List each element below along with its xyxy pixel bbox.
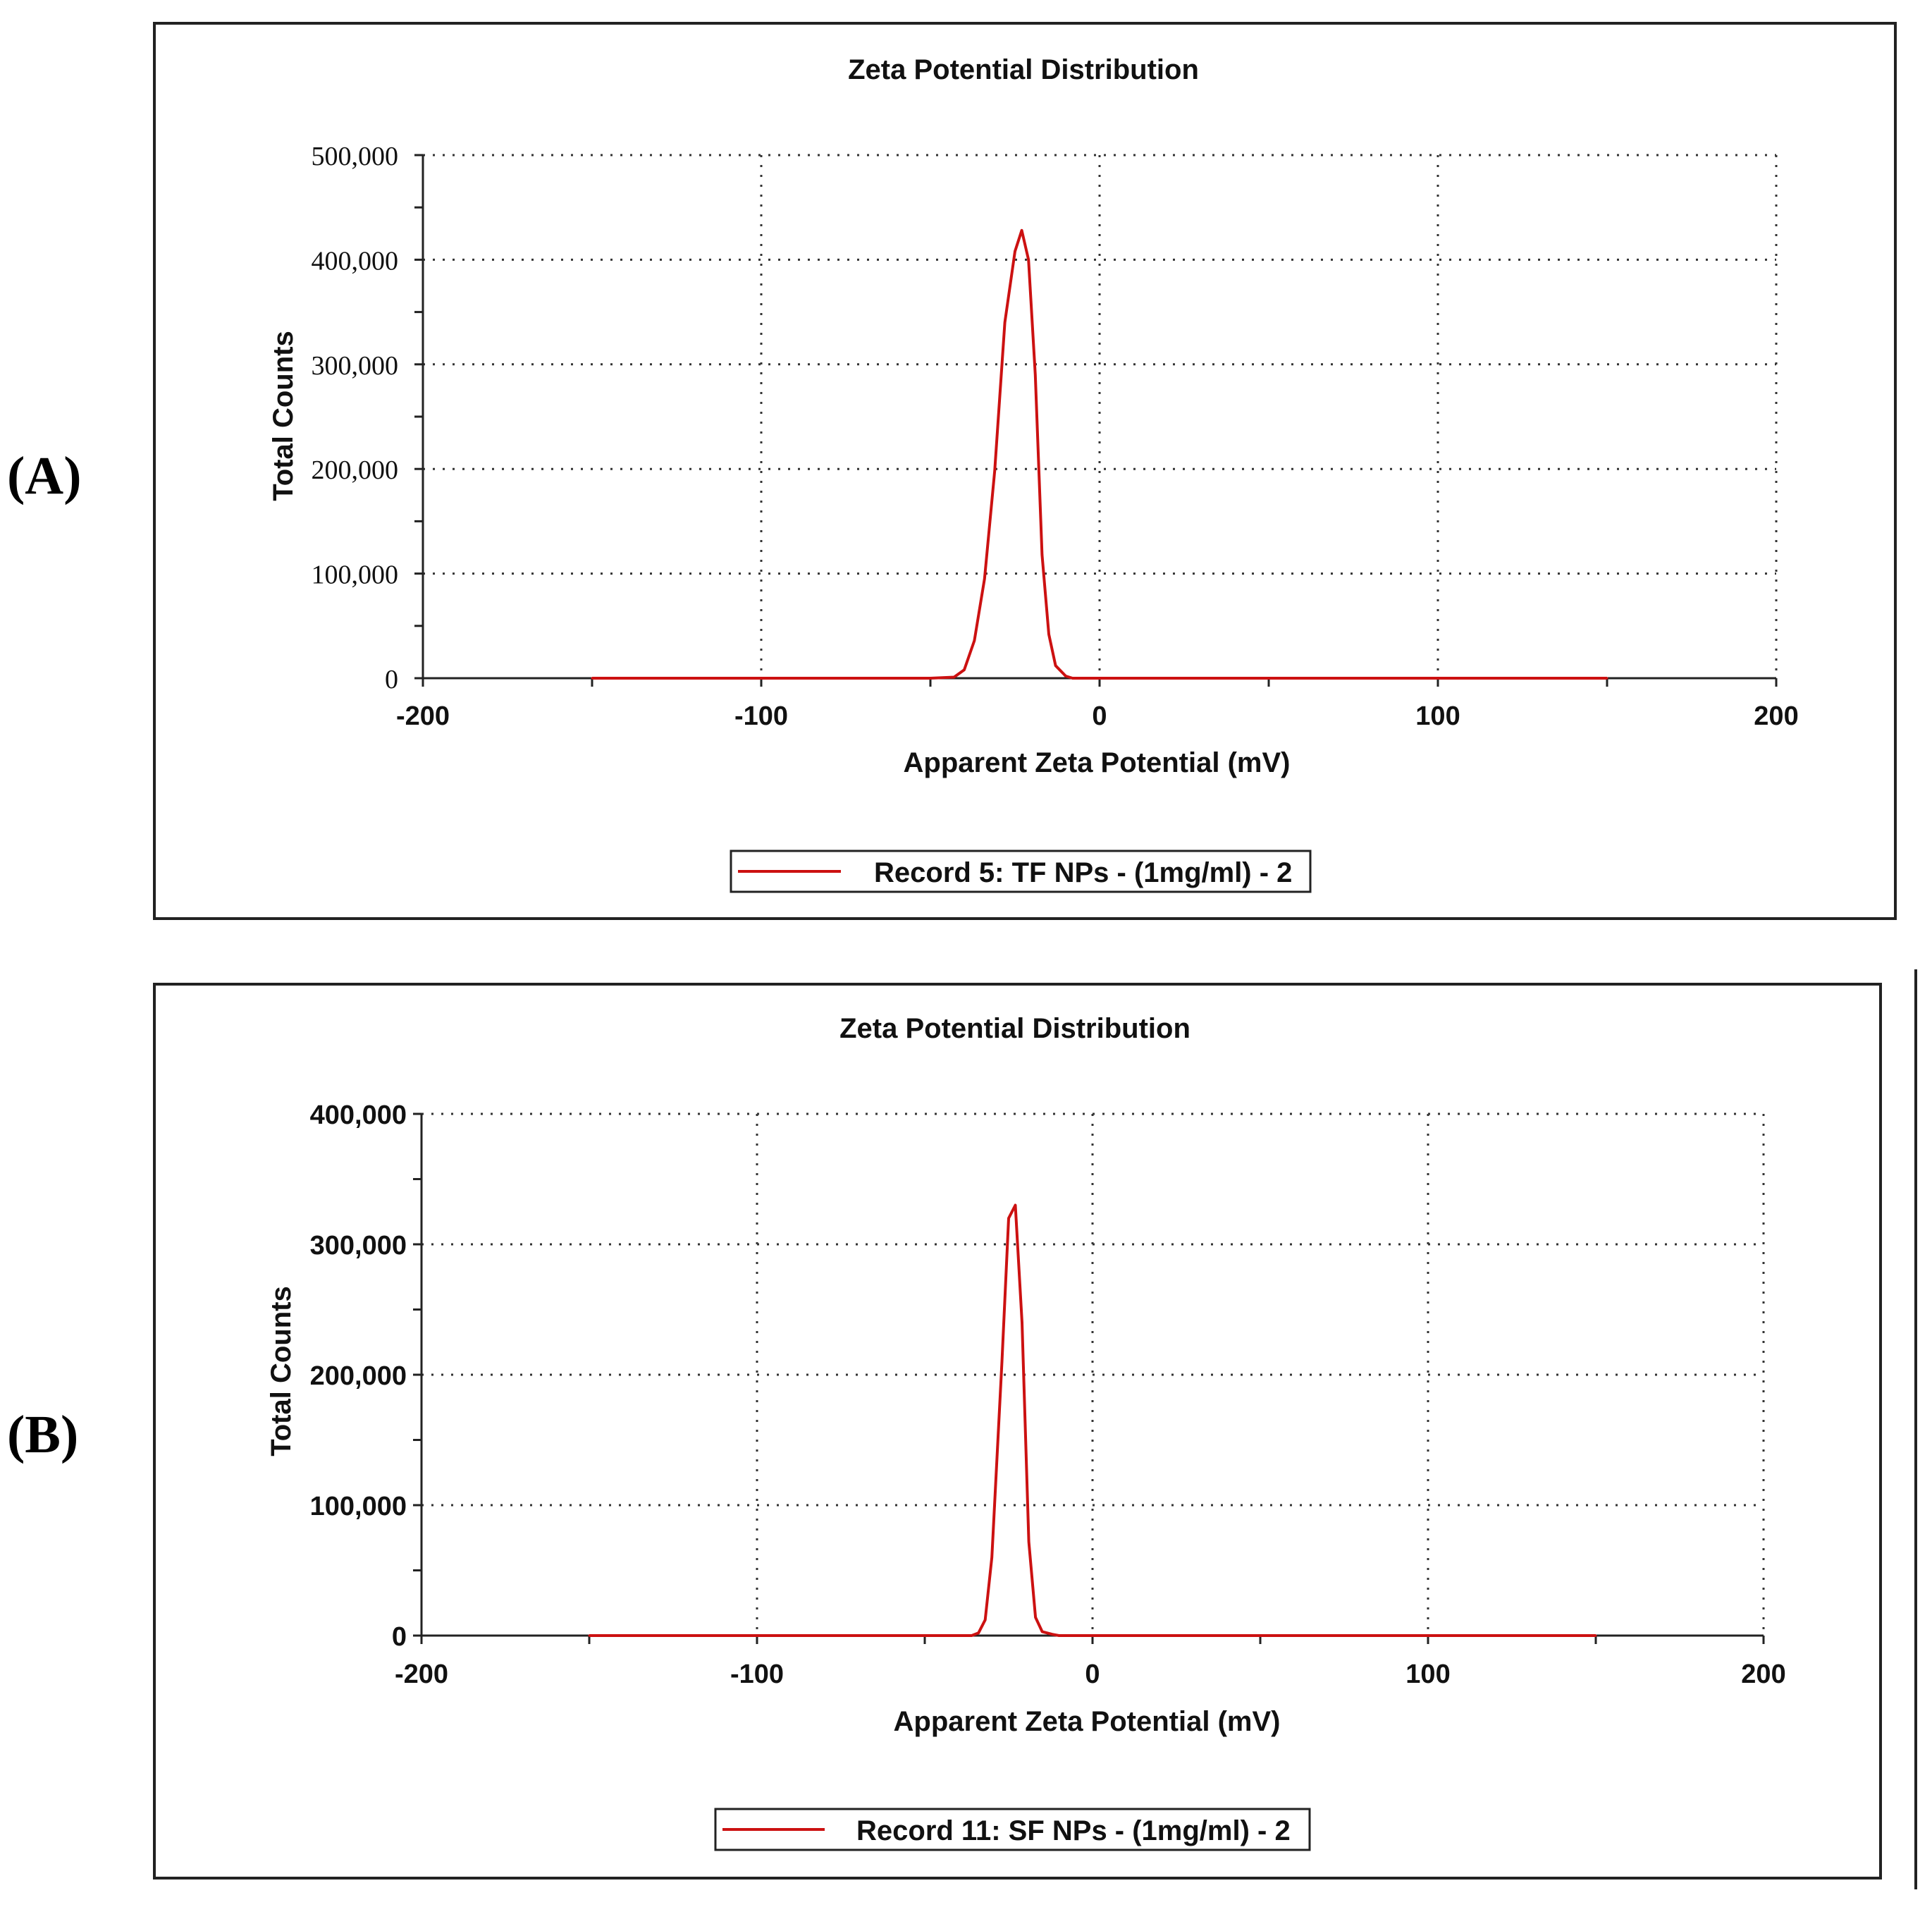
panel-b-data-point — [1259, 1634, 1262, 1637]
panel-b-data-point — [990, 1556, 993, 1559]
panel-b-frame — [153, 983, 1882, 1880]
panel-a-legend: Record 5: TF NPs - (1mg/ml) - 2 — [730, 850, 1312, 893]
panel-a-y-tick-label: 200,000 — [312, 455, 399, 485]
panel-b-data-point — [1034, 1616, 1037, 1619]
panel-a-data-point — [1014, 250, 1016, 253]
panel-b-data-point — [971, 1634, 973, 1637]
panel-b-x-tick-label: 200 — [1741, 1660, 1785, 1689]
panel-b-data-point — [1041, 1630, 1044, 1633]
panel-a-data-point — [993, 470, 996, 472]
panel-b-y-axis-label: Total Counts — [266, 1286, 297, 1456]
panel-a: (A) Zeta Potential Distribution Apparent… — [7, 22, 1897, 920]
panel-a-y-tick-label: 0 — [385, 665, 398, 694]
panel-b-data-point — [756, 1634, 758, 1637]
panel-a-data-point — [973, 639, 976, 642]
panel-a-data-point — [1267, 677, 1270, 680]
panel-a-data-point — [1021, 229, 1023, 232]
panel-a-x-tick-label: 200 — [1754, 701, 1798, 731]
panel-b-label: (B) — [7, 1405, 78, 1464]
panel-a-x-axis-label: Apparent Zeta Potential (mV) — [904, 747, 1291, 778]
panel-b-title: Zeta Potential Distribution — [839, 1013, 1190, 1044]
panel-a-x-ticks: -200 -100 0 100 200 — [396, 701, 1799, 731]
panel-a-x-tick-label: 100 — [1415, 701, 1460, 731]
panel-b-data-point — [923, 1634, 926, 1637]
panel-b-x-tick-label: 100 — [1405, 1660, 1450, 1689]
panel-b-data-point — [588, 1634, 591, 1637]
panel-a-data-point — [1081, 677, 1084, 680]
panel-b-data-point — [1427, 1634, 1429, 1637]
panel-a-title: Zeta Potential Distribution — [848, 54, 1199, 85]
panel-b-data-point — [984, 1619, 987, 1621]
panel-b-y-ticks: 0 100,000 200,000 300,000 400,000 — [310, 1100, 407, 1652]
panel-a-grid — [423, 154, 1778, 678]
panel-a-data-point — [1064, 675, 1067, 677]
panel-a-data-point — [963, 668, 966, 671]
panel-b-data-point — [1091, 1634, 1094, 1637]
panel-b-x-tick-label: 0 — [1085, 1660, 1100, 1689]
panel-a-data-point — [953, 676, 956, 679]
panel-a-data-point — [1098, 677, 1101, 680]
panel-b-legend-label: Record 11: SF NPs - (1mg/ml) - 2 — [856, 1815, 1291, 1846]
panel-b-y-tick-label: 100,000 — [310, 1492, 407, 1521]
panel-a-data-point — [983, 577, 986, 580]
panel-a-data-point — [1034, 374, 1037, 376]
panel-b-x-ticks: -200 -100 0 100 200 — [395, 1660, 1786, 1689]
panel-b-data-point — [1014, 1204, 1017, 1206]
panel-b-data-point — [1028, 1540, 1030, 1543]
panel-a-data-point — [1606, 677, 1608, 680]
panel-b-data-point — [1064, 1634, 1067, 1637]
panel-a-data-point — [1071, 677, 1074, 680]
panel-b-y-tick-label: 0 — [392, 1622, 407, 1652]
panel-b-axes — [413, 1112, 1765, 1644]
panel-a-legend-label: Record 5: TF NPs - (1mg/ml) - 2 — [874, 857, 1292, 888]
panel-a-label: (A) — [7, 446, 82, 505]
panel-b-x-tick-label: -100 — [730, 1660, 784, 1689]
panel-b-data-point — [1000, 1361, 1003, 1363]
panel-b-data-point — [1021, 1321, 1023, 1324]
panel-a-data-point — [1040, 553, 1043, 556]
panel-a-y-ticks: 0 100,000 200,000 300,000 400,000 500,000 — [312, 142, 399, 694]
panel-b-x-axis-label: Apparent Zeta Potential (mV) — [894, 1706, 1281, 1737]
panel-a-data-point — [1027, 258, 1030, 261]
panel-a-data-point — [1004, 321, 1007, 324]
panel-b-data-point — [1594, 1634, 1597, 1637]
panel-a-data-point — [1436, 677, 1439, 680]
panel-a-x-tick-label: -100 — [734, 701, 788, 731]
panel-a-y-tick-label: 300,000 — [312, 351, 399, 381]
panel-b-series — [588, 1203, 1597, 1637]
panel-a-data-point — [760, 677, 763, 680]
panel-b-data-point — [1051, 1633, 1054, 1636]
panel-b-data-point — [1057, 1634, 1060, 1637]
panel-b-y-tick-label: 400,000 — [310, 1100, 407, 1130]
panel-a-data-point — [929, 677, 932, 680]
panel-a-axes — [414, 154, 1778, 687]
panel-a-x-tick-label: -200 — [396, 701, 450, 731]
panel-b-y-tick-label: 200,000 — [310, 1361, 407, 1391]
panel-a-y-tick-label: 400,000 — [312, 246, 399, 276]
panel-b-data-point — [1007, 1217, 1010, 1220]
panel-b: (B) Zeta Potential Distribution Apparent… — [7, 969, 1917, 1889]
panel-a-y-tick-label: 500,000 — [312, 142, 399, 171]
panel-b-x-tick-label: -200 — [395, 1660, 448, 1689]
panel-a-data-point — [1047, 633, 1050, 636]
panel-a-frame — [153, 22, 1897, 920]
panel-b-y-tick-label: 300,000 — [310, 1231, 407, 1261]
panel-a-y-axis-label: Total Counts — [268, 331, 299, 501]
panel-b-grid — [422, 1112, 1765, 1636]
panel-b-data-point — [977, 1631, 980, 1634]
panel-a-data-point — [591, 677, 593, 680]
panel-a-data-point — [1054, 664, 1057, 667]
panel-b-legend: Record 11: SF NPs - (1mg/ml) - 2 — [714, 1808, 1311, 1851]
panel-a-x-tick-label: 0 — [1092, 701, 1107, 731]
panel-a-y-tick-label: 100,000 — [312, 560, 399, 590]
panel-a-series — [591, 228, 1608, 680]
